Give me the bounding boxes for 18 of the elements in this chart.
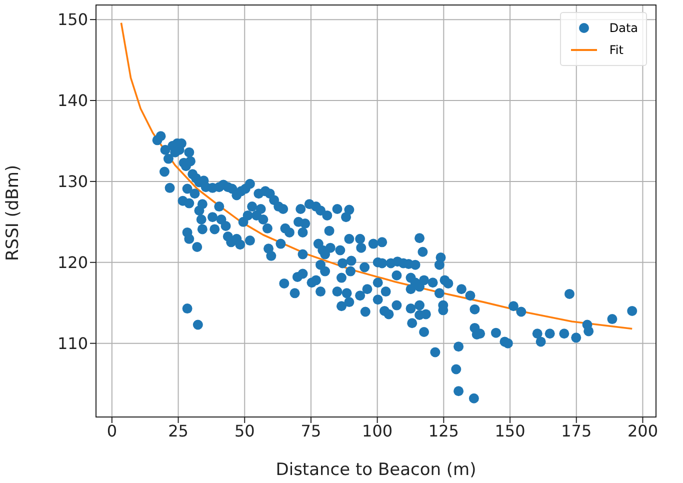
x-tick-label: 100 — [362, 421, 393, 440]
legend-label: Data — [609, 21, 638, 35]
y-tick-label: 120 — [57, 253, 88, 272]
x-axis-title: Distance to Beacon (m) — [276, 460, 476, 480]
x-tick-label: 150 — [494, 421, 526, 440]
y-tick-label: 140 — [57, 91, 88, 110]
y-tick-label: 130 — [57, 172, 88, 192]
x-tick-label: 125 — [428, 421, 459, 440]
x-tick-label: 0 — [106, 421, 118, 440]
y-axis-title: RSSI (dBm) — [3, 164, 24, 261]
y-tick-label: 150 — [57, 10, 88, 30]
x-tick-label: 175 — [561, 421, 592, 440]
x-tick-label: 50 — [234, 421, 255, 440]
y-tick-label: 110 — [57, 334, 88, 354]
x-tick-label: 75 — [300, 421, 322, 440]
legend-label: Fit — [609, 43, 624, 57]
x-tick-label: 200 — [627, 421, 658, 440]
x-tick-label: 25 — [168, 421, 188, 440]
